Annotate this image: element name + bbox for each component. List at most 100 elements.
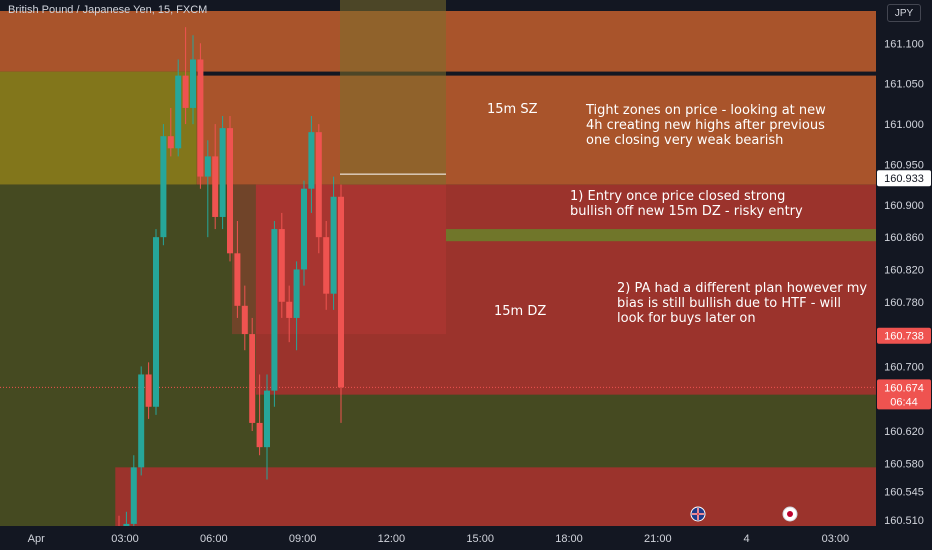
countdown-badge: 06:44: [890, 396, 918, 408]
time-tick-label: 03:00: [111, 533, 139, 545]
price-tick-label: 160.860: [884, 232, 924, 244]
candle: [167, 107, 174, 157]
note-2-line: 1) Entry once price closed strong: [570, 189, 786, 204]
candle: [197, 43, 204, 189]
price-axis-background: [876, 0, 932, 550]
candle: [286, 285, 293, 343]
price-tick-label: 160.900: [884, 200, 924, 212]
price-tick-label: 160.580: [884, 458, 924, 470]
price-tick-label: 160.950: [884, 159, 924, 171]
zones-layer: [0, 0, 877, 526]
time-tick-label: Apr: [28, 533, 45, 545]
price-tick-label: 160.780: [884, 297, 924, 309]
candle-body: [175, 75, 182, 149]
candle: [308, 116, 315, 213]
level-price-badge-bg: [877, 327, 931, 344]
candle: [190, 35, 196, 125]
candle-body: [308, 132, 315, 189]
zone-olive-band: [0, 71, 197, 185]
candle-body: [301, 188, 307, 270]
candle: [241, 285, 248, 351]
currency-button[interactable]: JPY: [887, 4, 921, 22]
zone-bottom-red: [115, 467, 877, 526]
note-3: 2) PA had a different plan however my bi…: [617, 281, 867, 326]
note-2-line: bullish off new 15m DZ - risky entry: [570, 204, 803, 219]
candle: [160, 124, 167, 246]
candle-body: [130, 467, 137, 524]
symbol-title[interactable]: British Pound / Japanese Yen, 15, FXCM: [8, 4, 208, 16]
price-tick-label: 160.620: [884, 426, 924, 438]
candle: [182, 27, 189, 125]
note-1-line: one closing very weak bearish: [586, 133, 784, 148]
candle: [315, 124, 322, 254]
price-tick-label: 160.545: [884, 487, 924, 499]
note-1: Tight zones on price - looking at new 4h…: [586, 103, 826, 148]
sz-label: 15m SZ: [487, 102, 538, 117]
level-price-badge: 160.738: [884, 331, 924, 343]
flag-cross-red: [692, 508, 704, 520]
candle-body: [219, 128, 226, 217]
last-price-badge-bg: [877, 379, 931, 410]
candle: [204, 140, 211, 238]
candle: [338, 184, 344, 423]
candle-body: [234, 253, 241, 306]
line-price-badge: 160.933: [884, 173, 924, 185]
candle-body: [160, 136, 167, 238]
candle: [227, 116, 233, 262]
candle-body: [256, 422, 263, 448]
note-3-line: look for buys later on: [617, 311, 756, 326]
note-1-line: 4h creating new highs after previous: [586, 118, 825, 133]
price-tick-label: 160.510: [884, 515, 924, 527]
zone-green-strip: [446, 229, 876, 242]
candle-body: [315, 132, 322, 238]
candle-body: [241, 305, 248, 335]
candle-body: [212, 156, 219, 217]
time-axis-background: [0, 526, 876, 550]
line-price-badge-bg: [877, 170, 931, 187]
time-tick-label: 21:00: [644, 533, 672, 545]
candles-layer: [116, 27, 344, 536]
time-axis[interactable]: Apr 03:00 06:00 09:00 12:00 15:00 18:00 21:00 4 0…: [0, 506, 876, 550]
price-tick-label: 161.000: [884, 119, 924, 131]
note-3-line: 2) PA had a different plan however my: [617, 281, 868, 296]
levels-layer: [0, 173, 876, 388]
candle-body: [167, 136, 174, 149]
japan-flag-event-icon: [782, 506, 798, 522]
candle-body: [271, 229, 278, 391]
candle-body: [293, 269, 300, 318]
candle: [293, 261, 300, 351]
candle: [175, 59, 182, 157]
time-tick-label: 09:00: [289, 533, 317, 545]
note-3-line: bias is still bullish due to HTF - will: [617, 296, 841, 311]
candle-body: [278, 229, 285, 302]
candle: [145, 362, 152, 419]
candle-body: [264, 390, 270, 448]
candle: [278, 212, 285, 318]
note-1-line: Tight zones on price - looking at new: [586, 103, 826, 118]
candle-body: [153, 237, 159, 407]
uk-flag-event-icon: [690, 506, 706, 522]
candle: [256, 374, 263, 456]
time-tick-label: 18:00: [555, 533, 583, 545]
candle: [301, 180, 307, 286]
dz-label: 15m DZ: [494, 304, 547, 319]
price-axis[interactable]: 161.100 161.050 161.000 160.950 160.900 160.8…: [876, 0, 932, 550]
candle: [153, 229, 159, 415]
time-tick-label: 4: [744, 533, 750, 545]
candle-body: [227, 128, 233, 254]
candle: [219, 116, 226, 230]
price-tick-label: 161.050: [884, 79, 924, 91]
time-tick-label: 06:00: [200, 533, 228, 545]
time-tick-label: 15:00: [466, 533, 494, 545]
candle-body: [330, 196, 337, 294]
time-tick-label: 12:00: [378, 533, 406, 545]
time-tick-label: 03:00: [822, 533, 850, 545]
candle-body: [338, 196, 344, 388]
note-2: 1) Entry once price closed strong bullis…: [570, 189, 803, 219]
price-tick-label: 160.700: [884, 361, 924, 373]
candle-body: [197, 59, 204, 177]
zone-dz-red: [255, 184, 876, 395]
candle: [323, 221, 330, 310]
